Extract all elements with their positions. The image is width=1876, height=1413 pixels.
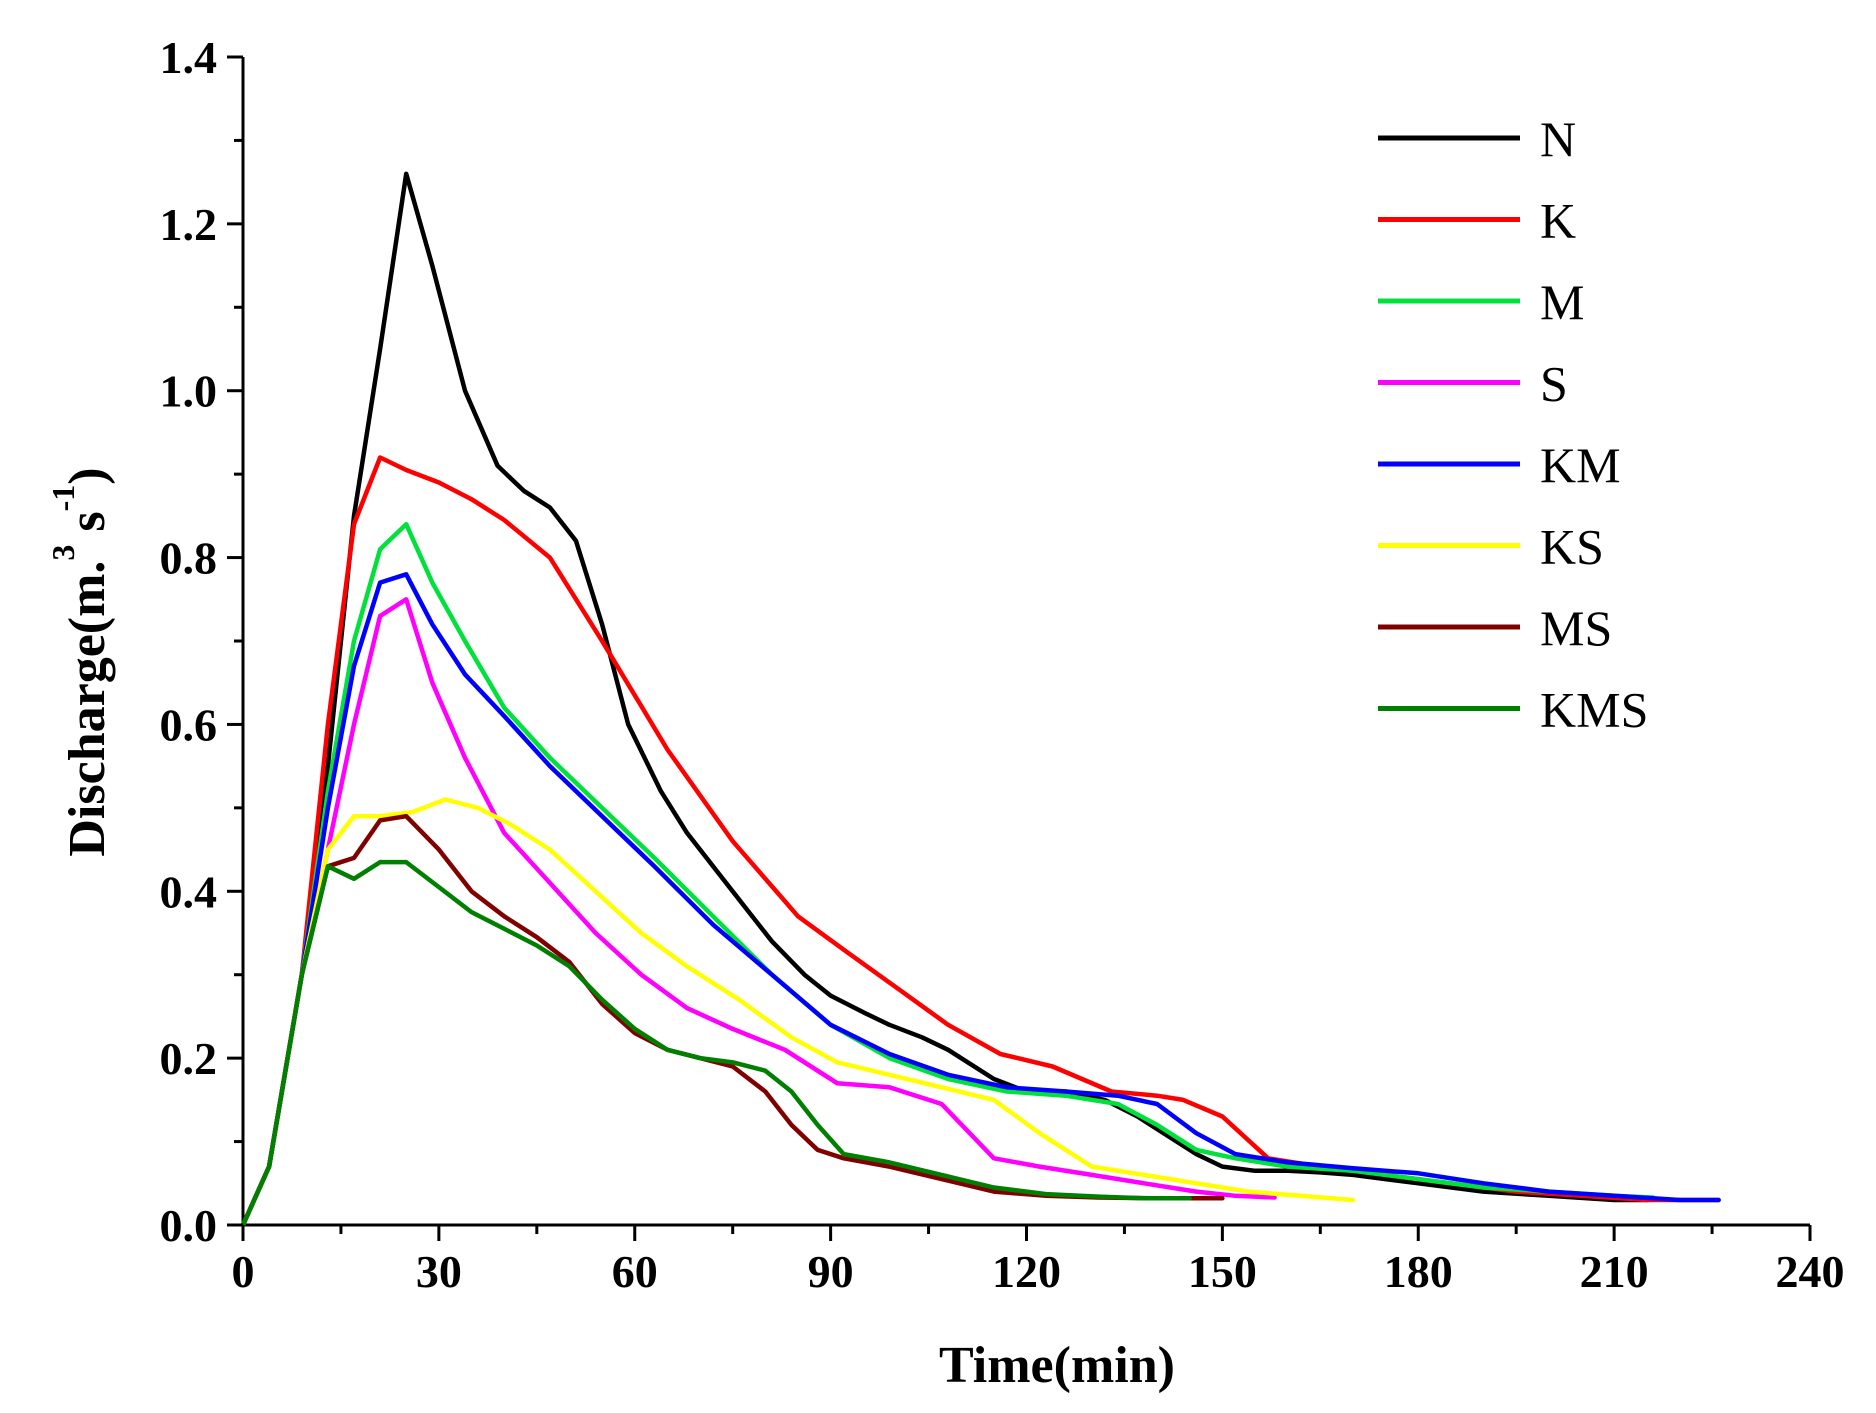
y-axis-title-sup2: -1 [45,485,81,512]
y-tick-label: 0.8 [160,533,218,584]
series-line-ms [240,813,1225,1228]
tick-layer: 0 30 60 90 120 150 180 210 240 0.0 0.2 0.4 0.6 0.8 1.0… [160,32,1845,1297]
x-tick-label: 210 [1580,1246,1649,1297]
x-axis-title: Time(min) [939,1337,1175,1394]
x-tick-label: 150 [1188,1246,1257,1297]
y-axis-title-mid: s [59,511,116,544]
x-tick-label: 0 [232,1246,255,1297]
y-tick-label: 0.4 [160,866,218,917]
y-axis-title-text: Discharge(m.3 s-1) [45,467,116,856]
legend-label-s: S [1540,356,1568,412]
y-tick-label: 1.4 [160,32,218,83]
series-line-km [240,572,1721,1228]
legend-label-km: KM [1540,437,1621,493]
x-tick-label: 90 [808,1246,854,1297]
legend-label-m: M [1540,274,1584,330]
x-tick-label: 180 [1384,1246,1453,1297]
series-line-kms [240,859,1192,1228]
y-tick-label: 0.0 [160,1200,218,1251]
x-tick-label: 30 [416,1246,462,1297]
x-tick-label: 60 [612,1246,658,1297]
series-line-ks [240,797,1356,1228]
x-tick-label: 240 [1776,1246,1845,1297]
y-tick-label: 0.2 [160,1033,218,1084]
y-axis-title: Discharge(m.3 s-1) [45,467,116,856]
series-line-k [240,455,1721,1228]
y-tick-label: 1.2 [160,199,218,250]
legend-label-k: K [1540,193,1576,249]
y-tick-label: 0.6 [160,699,218,750]
y-axis-title-main: Discharge(m. [59,561,116,857]
legend-label-n: N [1540,111,1576,167]
legend-label-ks: KS [1540,519,1604,575]
y-axis-title-close: ) [59,467,116,484]
legend-label-kms: KMS [1540,682,1648,738]
series-line-n [240,171,1650,1228]
legend-label-ms: MS [1540,600,1612,656]
series-line-s [240,597,1277,1228]
y-axis-title-sup1: 3 [45,545,81,561]
y-tick-label: 1.0 [160,366,218,417]
series-layer [240,171,1721,1228]
x-tick-label: 120 [992,1246,1061,1297]
